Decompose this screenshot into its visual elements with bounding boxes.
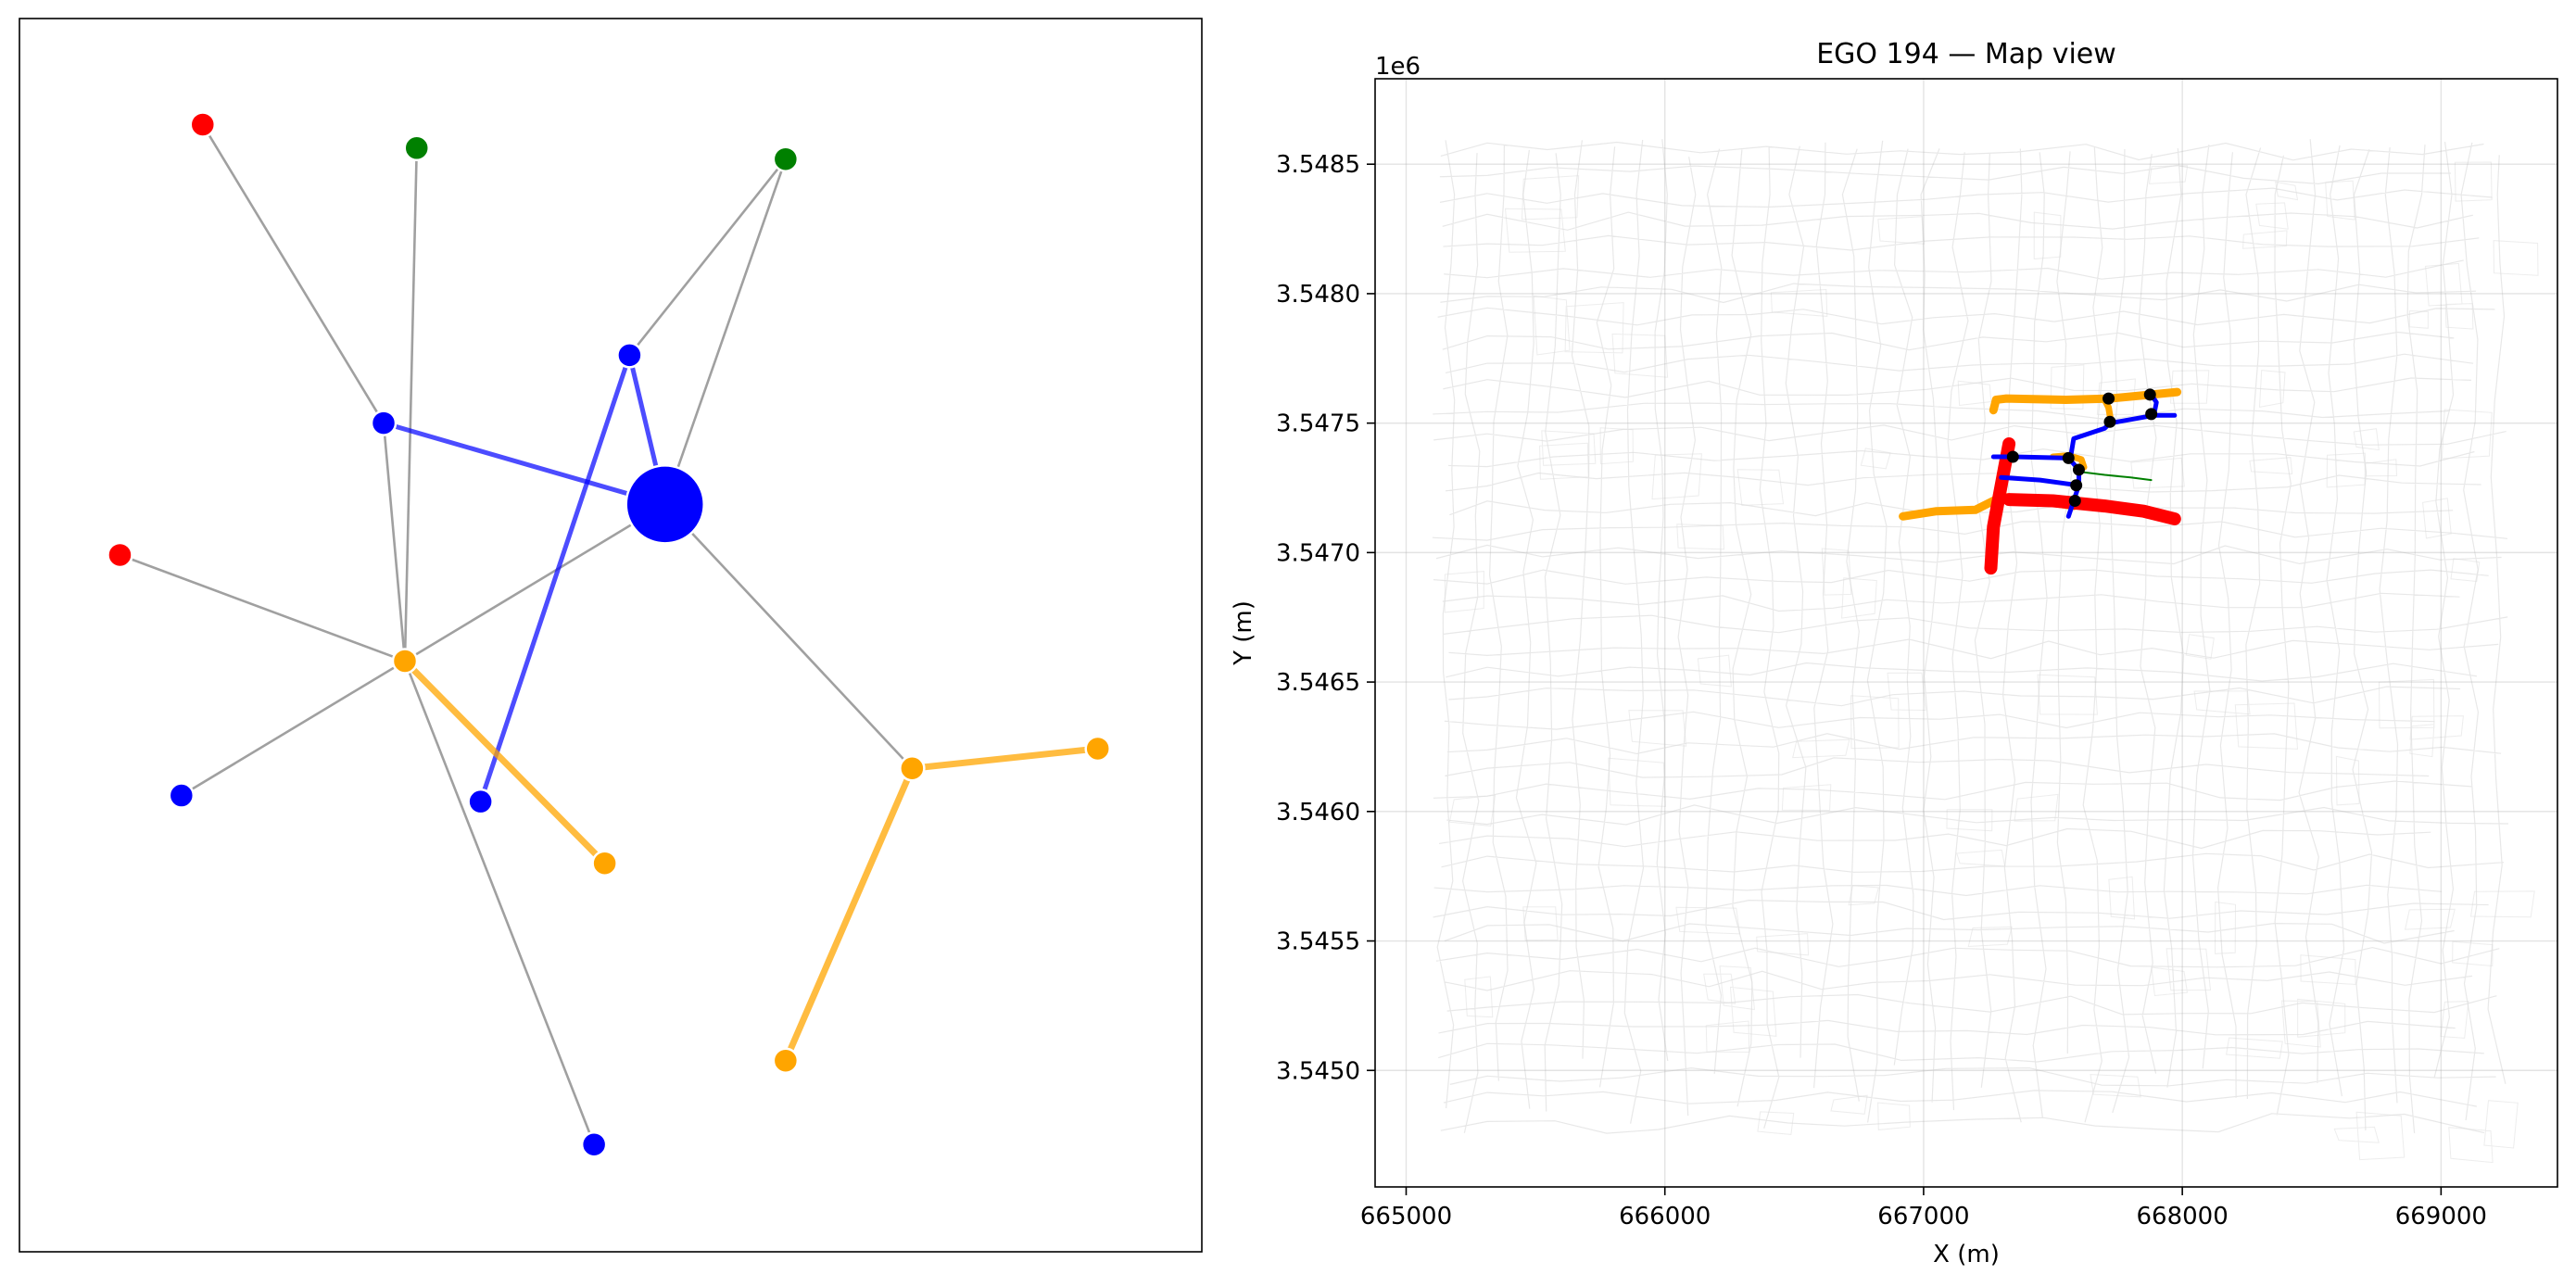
node-orange [591, 850, 618, 877]
grid-lines [1375, 79, 2557, 1187]
junction-marker [2072, 463, 2085, 476]
x-tick-label: 667000 [1877, 1203, 1969, 1230]
edge-g2-ego [663, 158, 788, 506]
ego-node [625, 464, 705, 545]
street-lines [1432, 139, 2509, 1134]
map-title: EGO 194 — Map view [1816, 38, 2116, 70]
y-tick-label: 3.5480 [1276, 281, 1360, 309]
network-edges [119, 123, 1102, 1146]
edge-o1-b5 [403, 660, 596, 1146]
edge-r1-b2 [201, 123, 385, 424]
x-tick-label: 665000 [1360, 1203, 1452, 1230]
x-tick-label: 668000 [2137, 1203, 2229, 1230]
x-axis-label: X (m) [1933, 1241, 2000, 1268]
map-panel: EGO 194 — Map view 1e6 665000 666000 66700… [1230, 38, 2558, 1268]
node-red [107, 541, 133, 569]
y-offset-label: 1e6 [1375, 53, 1421, 81]
edge-o1-o2 [401, 657, 609, 867]
y-tick-label: 3.5465 [1276, 669, 1360, 697]
node-orange [899, 754, 926, 782]
node-blue [467, 788, 494, 815]
edge-g2-b1 [628, 158, 788, 357]
y-tick-label: 3.5450 [1276, 1057, 1360, 1085]
series-line-10 [2083, 471, 2153, 482]
series-line-4 [1984, 437, 2016, 575]
y-axis-label: Y (m) [1230, 600, 1257, 666]
x-axis-ticks: 665000 666000 667000 668000 669000 [1360, 1187, 2487, 1230]
plot-frame [1374, 78, 2558, 1188]
junction-marker [2103, 415, 2116, 428]
junction-marker [2102, 392, 2115, 405]
y-axis-ticks: 3.5450 3.5455 3.5460 3.5465 3.5470 3.5475 3.54… [1276, 151, 1375, 1085]
node-red [189, 111, 217, 138]
edge-ego-o3 [663, 503, 914, 770]
node-blue [580, 1130, 608, 1158]
network-frame [19, 18, 1203, 1253]
edge-o3-o5 [782, 764, 915, 1065]
x-tick-label: 669000 [2395, 1203, 2487, 1230]
node-orange [772, 1047, 800, 1074]
edge-b3-o1 [180, 660, 407, 797]
edge-o3-o4 [908, 745, 1102, 772]
network-nodes [107, 111, 1111, 1158]
junction-marker [2062, 451, 2075, 464]
y-tick-label: 3.5470 [1276, 539, 1360, 567]
edge-g1-o1 [403, 146, 419, 662]
node-blue [370, 410, 398, 436]
edge-r2-o1 [119, 553, 407, 662]
x-tick-label: 666000 [1619, 1203, 1711, 1230]
node-green [403, 134, 430, 162]
edge-b1-b4 [478, 352, 632, 804]
y-tick-label: 3.5460 [1276, 799, 1360, 826]
y-tick-label: 3.5485 [1276, 151, 1360, 179]
plot-background [1375, 79, 2557, 1187]
junction-marker [2143, 388, 2156, 401]
junction-marker [2068, 494, 2081, 507]
series-line-5 [2002, 493, 2181, 525]
edge-b2-o1 [382, 422, 407, 662]
node-orange [1084, 735, 1111, 763]
edge-b2-ego [381, 421, 668, 507]
edge-o1-ego [403, 503, 666, 662]
junction-marker [2006, 450, 2019, 463]
street-network [1432, 139, 2539, 1164]
junction-marker [2145, 408, 2158, 421]
node-orange [391, 648, 419, 675]
junction-markers [2006, 388, 2158, 507]
junction-marker [2070, 479, 2083, 492]
node-green [772, 145, 800, 172]
street-blocks [1444, 161, 2539, 1164]
network-panel [19, 18, 1203, 1253]
node-blue [168, 782, 196, 809]
node-blue [616, 342, 643, 369]
y-tick-label: 3.5455 [1276, 928, 1360, 956]
y-tick-label: 3.5475 [1276, 410, 1360, 438]
